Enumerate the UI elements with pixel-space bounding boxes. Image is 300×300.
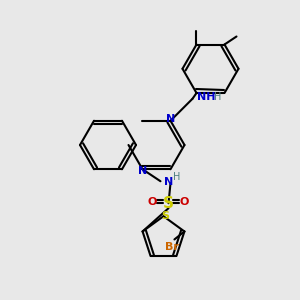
Text: Br: Br xyxy=(166,242,179,253)
Text: N: N xyxy=(138,166,147,176)
Text: NH: NH xyxy=(197,92,216,102)
Text: H: H xyxy=(173,172,181,182)
Text: O: O xyxy=(148,197,157,207)
Text: H: H xyxy=(214,92,222,102)
Text: N: N xyxy=(166,114,175,124)
Text: N: N xyxy=(164,177,174,187)
Text: S: S xyxy=(161,211,169,221)
Text: S: S xyxy=(163,196,174,211)
Text: O: O xyxy=(180,197,189,207)
